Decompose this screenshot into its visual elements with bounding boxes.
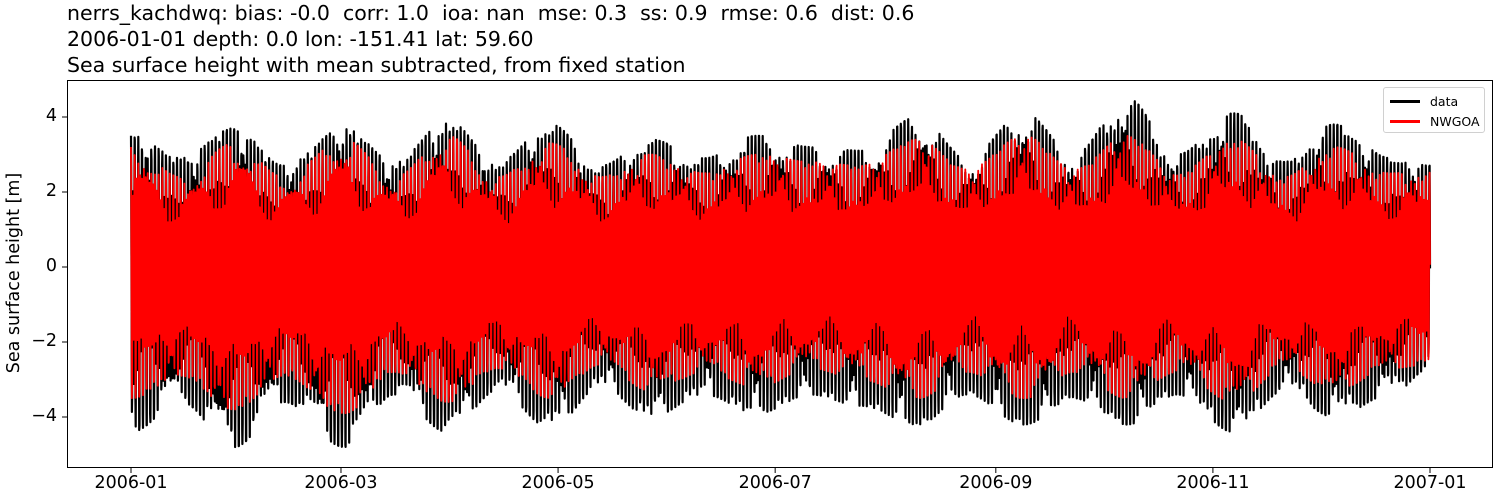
y-tick-label: 0 — [45, 256, 57, 276]
x-tick-label: 2007-01 — [1393, 473, 1467, 493]
x-tick-label: 2006-05 — [521, 473, 595, 493]
title-description-line: Sea surface height with mean subtracted,… — [67, 53, 686, 77]
legend-item-data: data — [1390, 92, 1458, 110]
chart-title: nerrs_kachdwq: bias: -0.0 corr: 1.0 ioa:… — [67, 0, 914, 78]
legend: data NWGOA — [1383, 87, 1485, 133]
legend-swatch-data — [1390, 99, 1420, 103]
series-layer — [129, 100, 1432, 449]
x-tick-label: 2006-09 — [959, 473, 1033, 493]
title-stats-line: nerrs_kachdwq: bias: -0.0 corr: 1.0 ioa:… — [67, 1, 915, 25]
x-tick-label: 2006-07 — [738, 473, 812, 493]
legend-swatch-nwgoa — [1390, 119, 1420, 123]
x-tick-label: 2006-11 — [1176, 473, 1250, 493]
legend-item-nwgoa: NWGOA — [1390, 112, 1480, 130]
y-tick-label: −4 — [31, 406, 57, 426]
legend-label-data: data — [1430, 93, 1459, 109]
y-tick-label: 2 — [45, 181, 57, 201]
title-location-line: 2006-01-01 depth: 0.0 lon: -151.41 lat: … — [67, 27, 534, 51]
y-tick-label: 4 — [45, 106, 57, 126]
x-tick-label: 2006-01 — [94, 473, 168, 493]
axes-frame — [67, 80, 1493, 468]
x-tick-label: 2006-03 — [304, 473, 378, 493]
series-line-nwgoa — [130, 135, 1431, 415]
axis-ticks — [62, 116, 1431, 473]
legend-label-nwgoa: NWGOA — [1430, 113, 1480, 129]
y-tick-label: −2 — [31, 331, 57, 351]
